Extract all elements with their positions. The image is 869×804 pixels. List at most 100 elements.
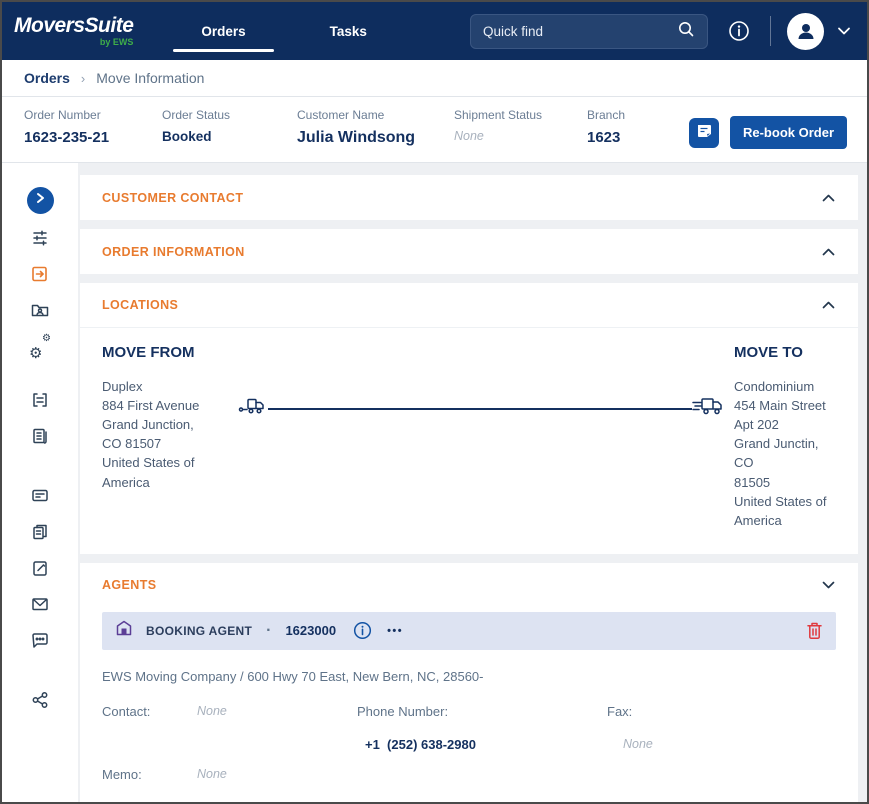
spacer (197, 737, 357, 752)
brand-name: MoversSuite (14, 14, 134, 37)
sidebar-item-order-documents[interactable] (22, 426, 58, 450)
settings-gears-icon: ⚙ ⚙ (29, 333, 51, 362)
agent-labels-row: Contact: None Phone Number: Fax: (102, 704, 836, 719)
booking-agent-id[interactable]: 1623000 (285, 623, 337, 639)
share-nodes-icon (30, 690, 50, 715)
agents-title: AGENTS (102, 578, 157, 593)
phone-value[interactable]: +1 (252) 638-2980 (365, 736, 476, 752)
order-information-title: ORDER INFORMATION (102, 244, 245, 259)
section-agents: AGENTS BOOKING AGENT · 1623000 ••• (80, 562, 858, 802)
chevron-up-icon[interactable] (821, 247, 836, 257)
breadcrumb-separator: › (80, 70, 86, 86)
sidebar-item-comments[interactable] (22, 630, 58, 654)
truck-destination-icon (692, 396, 726, 421)
main-area: ⚙ ⚙ (2, 163, 867, 802)
sidebar-item-settings[interactable]: ⚙ ⚙ (22, 333, 58, 362)
note-icon (696, 123, 712, 142)
quick-find-input[interactable] (483, 23, 677, 39)
role-id-separator: · (266, 621, 272, 639)
move-from-heading: MOVE FROM (102, 344, 195, 361)
address-line: Condominium (734, 379, 815, 394)
agent-values-row: +1 (252) 638-2980 None (102, 737, 836, 752)
address-line: United States of (734, 493, 827, 509)
order-documents-icon (30, 426, 50, 451)
search-icon[interactable] (677, 20, 695, 43)
sidebar-item-edit-clipboard[interactable] (22, 558, 58, 582)
phone-label: Phone Number: (357, 703, 449, 719)
section-locations: LOCATIONS MOVE FROM Duplex 884 First Ave… (80, 283, 858, 554)
route-line (238, 396, 726, 421)
order-header-actions: Re-book Order (688, 116, 847, 149)
customer-name-value: Julia Windsong (297, 129, 416, 146)
rebook-order-button[interactable]: Re-book Order (729, 116, 847, 149)
customer-name-label: Customer Name (297, 108, 385, 122)
filters-icon (30, 228, 50, 253)
contact-label: Contact: (102, 703, 151, 719)
truck-origin-icon (238, 397, 268, 420)
sidebar-item-inventory[interactable] (22, 390, 58, 414)
section-customer-contact[interactable]: CUSTOMER CONTACT (80, 175, 858, 220)
sidebar-item-move-information[interactable] (22, 264, 58, 288)
tab-orders[interactable]: Orders (159, 2, 287, 60)
order-number-value: 1623-235-21 (24, 129, 110, 146)
copy-pages-icon (30, 522, 50, 547)
agent-menu-dots[interactable]: ••• (387, 624, 404, 637)
sidebar-item-filters[interactable] (22, 228, 58, 252)
address-line: Apt 202 (734, 417, 779, 433)
breadcrumb-orders[interactable]: Orders (24, 70, 70, 86)
tab-tasks[interactable]: Tasks (329, 23, 367, 39)
agent-company-line: EWS Moving Company / 600 Hwy 70 East, Ne… (102, 668, 484, 684)
sidebar-item-copies[interactable] (22, 522, 58, 546)
breadcrumb: Orders › Move Information (2, 60, 867, 97)
order-status-label: Order Status (162, 108, 231, 122)
branch-value: 1623 (587, 129, 621, 146)
left-sidebar: ⚙ ⚙ (2, 163, 78, 802)
notes-board-icon (30, 486, 50, 511)
brand-byline: by EWS (99, 37, 134, 47)
contact-value: None (197, 703, 227, 718)
info-icon[interactable] (728, 20, 750, 42)
agent-memo-row: Memo: None (102, 767, 836, 782)
sidebar-item-customer-folder[interactable] (22, 300, 58, 324)
app-logo[interactable]: MoversSuite by EWS (14, 14, 134, 47)
sidebar-item-integrations[interactable] (22, 690, 58, 714)
page-content: CUSTOMER CONTACT ORDER INFORMATION LOCAT… (78, 163, 867, 802)
memo-label: Memo: (102, 766, 142, 782)
sidebar-expand-button[interactable] (26, 187, 54, 214)
agents-header[interactable]: AGENTS (80, 562, 858, 608)
inventory-icon (30, 390, 50, 415)
booking-agent-details: EWS Moving Company / 600 Hwy 70 East, Ne… (80, 669, 858, 802)
locations-body: MOVE FROM Duplex 884 First Avenue Grand … (80, 328, 858, 554)
edit-clipboard-icon (30, 558, 50, 583)
branch-field: Branch 1623 (587, 108, 677, 146)
shipment-status-label: Shipment Status (454, 108, 543, 122)
booking-agent-row[interactable]: BOOKING AGENT · 1623000 ••• (102, 611, 836, 650)
agent-info-icon[interactable] (353, 621, 372, 640)
move-from-column: MOVE FROM Duplex 884 First Avenue Grand … (102, 344, 222, 530)
locations-header[interactable]: LOCATIONS (80, 283, 858, 328)
warehouse-icon (115, 619, 133, 642)
address-line: 884 First Avenue (102, 398, 200, 414)
section-order-information[interactable]: ORDER INFORMATION (80, 229, 858, 274)
chevron-down-icon[interactable] (821, 580, 836, 590)
address-line: CO 81507 (102, 436, 162, 452)
move-information-icon (30, 264, 50, 289)
sidebar-item-mail[interactable] (22, 594, 58, 618)
spacer (102, 737, 197, 752)
mail-icon (30, 594, 50, 619)
chevron-up-icon[interactable] (821, 300, 836, 310)
route-rule (268, 407, 692, 410)
sidebar-item-notes-board[interactable] (22, 486, 58, 510)
route-column (222, 344, 734, 530)
move-to-column: MOVE TO Condominium 454 Main Street Apt … (734, 344, 836, 530)
account-chevron-down-icon[interactable] (837, 24, 851, 38)
delete-agent-icon[interactable] (806, 621, 823, 640)
shipment-status-value: None (454, 129, 484, 143)
fax-value: None (623, 736, 653, 751)
address-line: Grand Junction, (102, 417, 194, 433)
user-avatar[interactable] (787, 12, 824, 50)
breadcrumb-current-page: Move Information (96, 70, 205, 86)
chevron-up-icon[interactable] (821, 193, 836, 203)
order-notes-button[interactable] (688, 117, 719, 148)
